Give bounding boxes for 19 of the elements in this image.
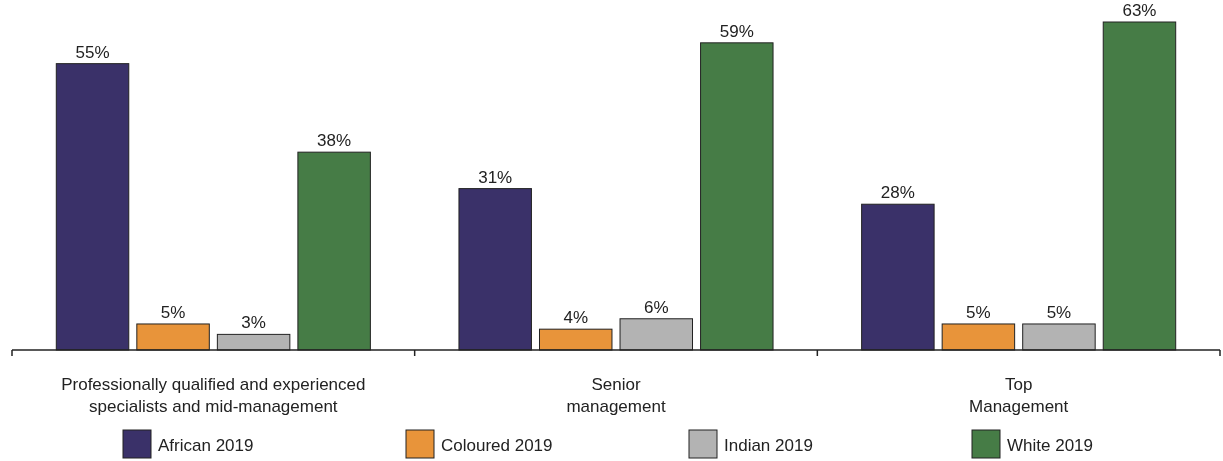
data-label: 3% xyxy=(241,313,266,333)
data-label: 31% xyxy=(478,167,513,187)
data-label: 4% xyxy=(563,308,589,328)
data-label: 5% xyxy=(160,302,186,322)
data-label: 28% xyxy=(880,183,915,203)
data-label: 63% xyxy=(1122,1,1157,20)
legend-label: Coloured 2019 xyxy=(441,436,553,455)
data-label: 5% xyxy=(1046,302,1072,322)
data-label: 6% xyxy=(643,297,669,317)
legend-label: Indian 2019 xyxy=(724,436,813,455)
x-tick-label: Senior management xyxy=(566,375,666,416)
x-tick-label: Top Management xyxy=(969,375,1069,416)
legend-label: White 2019 xyxy=(1007,436,1093,455)
x-tick-label: Professionally qualified and experienced specialists and mid-management xyxy=(61,375,366,416)
legend-label: African 2019 xyxy=(158,436,254,455)
data-label: 59% xyxy=(719,21,754,41)
data-label: 55% xyxy=(75,42,110,62)
data-label: 38% xyxy=(317,131,352,151)
data-label: 5% xyxy=(966,302,991,322)
